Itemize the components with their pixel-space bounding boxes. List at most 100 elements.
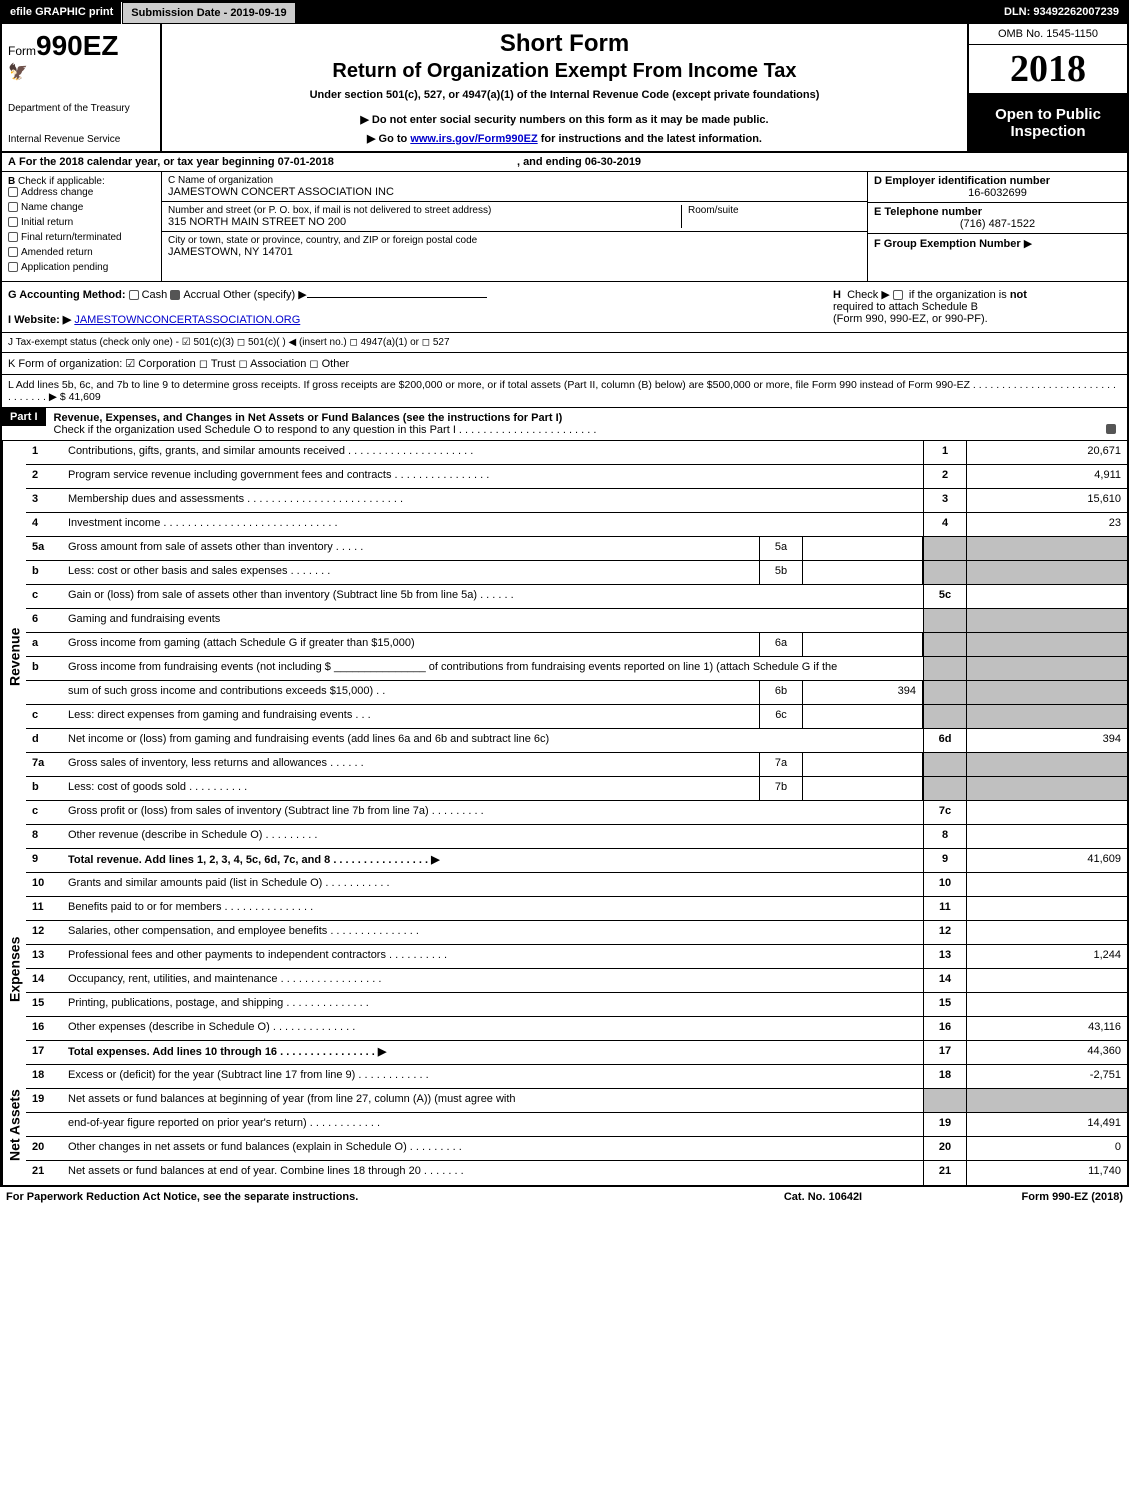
part1-title: Revenue, Expenses, and Changes in Net As…: [46, 408, 1127, 440]
l6c-no: c: [26, 705, 62, 728]
tax-year: 2018: [969, 45, 1127, 94]
l13-rn: 13: [923, 945, 967, 968]
website-link[interactable]: JAMESTOWNCONCERTASSOCIATION.ORG: [74, 314, 300, 326]
opt-application-pending: Application pending: [21, 262, 108, 273]
top-bar: efile GRAPHIC print Submission Date - 20…: [2, 2, 1127, 24]
e-tel-value: (716) 487-1522: [874, 218, 1121, 230]
l7c-no: c: [26, 801, 62, 824]
revenue-label: Revenue: [2, 441, 26, 873]
l19-desc: Net assets or fund balances at beginning…: [62, 1089, 923, 1112]
return-title: Return of Organization Exempt From Incom…: [172, 60, 957, 83]
header-center: Short Form Return of Organization Exempt…: [162, 24, 967, 151]
l7b-desc: Less: cost of goods sold . . . . . . . .…: [62, 777, 759, 800]
l6-no: 6: [26, 609, 62, 632]
l5b-mid: 5b: [759, 561, 803, 584]
donot-text: Do not enter social security numbers on …: [372, 114, 769, 126]
efile-print-button[interactable]: efile GRAPHIC print: [2, 2, 122, 24]
city-label: City or town, state or province, country…: [168, 235, 861, 246]
l6b2-mid: 6b: [759, 681, 803, 704]
row-gh: G Accounting Method: Cash Accrual Other …: [2, 282, 1127, 333]
l1-desc: Contributions, gifts, grants, and simila…: [62, 441, 923, 464]
l6b2-rn-shade: [923, 681, 967, 704]
opt-name-change: Name change: [21, 202, 83, 213]
l10-rn: 10: [923, 873, 967, 896]
l18-rn: 18: [923, 1065, 967, 1088]
l8-desc: Other revenue (describe in Schedule O) .…: [62, 825, 923, 848]
chk-accrual[interactable]: [170, 290, 180, 300]
l6d-no: d: [26, 729, 62, 752]
l18-desc: Excess or (deficit) for the year (Subtra…: [62, 1065, 923, 1088]
l7c-val: [967, 801, 1127, 824]
l1-rn: 1: [923, 441, 967, 464]
d-ein-value: 16-6032699: [874, 187, 1121, 199]
opt-cash: Cash: [142, 289, 168, 301]
l2-rn: 2: [923, 465, 967, 488]
l5c-desc: Gain or (loss) from sale of assets other…: [62, 585, 923, 608]
l12-desc: Salaries, other compensation, and employ…: [62, 921, 923, 944]
l1-val: 20,671: [967, 441, 1127, 464]
l7a-rn-shade: [923, 753, 967, 776]
l19b-val: 14,491: [967, 1113, 1127, 1136]
line-a-prefix: A: [8, 156, 16, 168]
chk-initial-return[interactable]: [8, 217, 18, 227]
c-name-label: C Name of organization: [168, 175, 861, 186]
l19b-rn: 19: [923, 1113, 967, 1136]
org-address: 315 NORTH MAIN STREET NO 200: [168, 216, 681, 228]
chk-cash[interactable]: [129, 290, 139, 300]
g-label: G Accounting Method:: [8, 289, 126, 301]
footer-row: For Paperwork Reduction Act Notice, see …: [0, 1187, 1129, 1207]
f-group-arrow: ▶: [1024, 238, 1032, 250]
l12-rn: 12: [923, 921, 967, 944]
chk-address-change[interactable]: [8, 187, 18, 197]
l7c-rn: 7c: [923, 801, 967, 824]
l6d-desc: Net income or (loss) from gaming and fun…: [62, 729, 923, 752]
l6c-val-shade: [967, 705, 1127, 728]
l16-val: 43,116: [967, 1017, 1127, 1040]
l11-no: 11: [26, 897, 62, 920]
l8-rn: 8: [923, 825, 967, 848]
expenses-section: Expenses 10Grants and similar amounts pa…: [2, 873, 1127, 1065]
l3-val: 15,610: [967, 489, 1127, 512]
l17-val: 44,360: [967, 1041, 1127, 1064]
l4-no: 4: [26, 513, 62, 536]
donot-line: ▶ Do not enter social security numbers o…: [172, 113, 957, 126]
goto-line: ▶ Go to www.irs.gov/Form990EZ for instru…: [172, 132, 957, 145]
l9-rn: 9: [923, 849, 967, 872]
chk-final-return[interactable]: [8, 232, 18, 242]
l2-no: 2: [26, 465, 62, 488]
chk-name-change[interactable]: [8, 202, 18, 212]
chk-part1-scho[interactable]: [1106, 424, 1116, 434]
row-j: J Tax-exempt status (check only one) - ☑…: [2, 333, 1127, 353]
chk-amended-return[interactable]: [8, 247, 18, 257]
netassets-label: Net Assets: [2, 1065, 26, 1185]
l8-no: 8: [26, 825, 62, 848]
l6b-desc: Gross income from fundraising events (no…: [62, 657, 923, 680]
footer-right: Form 990-EZ (2018): [923, 1191, 1123, 1203]
l13-val: 1,244: [967, 945, 1127, 968]
chk-application-pending[interactable]: [8, 262, 18, 272]
d-ein-label: D Employer identification number: [874, 175, 1121, 187]
g-accounting: G Accounting Method: Cash Accrual Other …: [2, 282, 827, 332]
l15-desc: Printing, publications, postage, and shi…: [62, 993, 923, 1016]
l13-no: 13: [26, 945, 62, 968]
l6b2-no: [26, 681, 62, 704]
l9-val: 41,609: [967, 849, 1127, 872]
l5a-midval: [803, 537, 923, 560]
open-public-1: Open to Public: [975, 106, 1121, 123]
opt-final-return: Final return/terminated: [21, 232, 122, 243]
open-public-2: Inspection: [975, 123, 1121, 140]
l20-desc: Other changes in net assets or fund bala…: [62, 1137, 923, 1160]
l3-rn: 3: [923, 489, 967, 512]
l7b-no: b: [26, 777, 62, 800]
l4-rn: 4: [923, 513, 967, 536]
h-text2: if the organization is: [909, 289, 1007, 301]
l6c-desc: Less: direct expenses from gaming and fu…: [62, 705, 759, 728]
chk-h[interactable]: [893, 290, 903, 300]
h-check: H Check ▶ if the organization is not req…: [827, 282, 1127, 332]
irs-eagle-icon: 🦅: [8, 62, 154, 82]
l8-val: [967, 825, 1127, 848]
l6a-val-shade: [967, 633, 1127, 656]
l6-val-shade: [967, 609, 1127, 632]
l5a-val-shade: [967, 537, 1127, 560]
goto-link[interactable]: www.irs.gov/Form990EZ: [410, 133, 537, 145]
